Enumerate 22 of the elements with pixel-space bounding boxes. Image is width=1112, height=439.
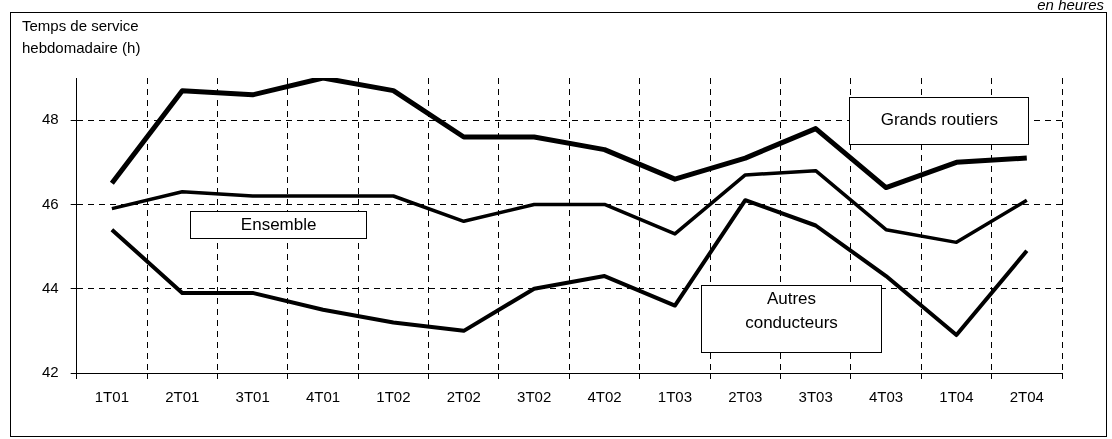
x-tick-label: 1T03: [657, 388, 693, 406]
x-tick-label: 2T02: [446, 388, 481, 406]
y-tick-label: 42: [42, 363, 59, 381]
x-tick-label: 3T02: [517, 388, 552, 406]
x-tick-label: 3T03: [798, 388, 833, 406]
callout-box: Ensemble: [190, 210, 368, 239]
x-tick-label: 2T04: [1009, 388, 1044, 406]
y-tick-label: 48: [42, 110, 59, 128]
x-tick-label: 2T03: [728, 388, 763, 406]
callout-box: Autres conducteurs: [701, 284, 882, 353]
x-tick-label: 2T01: [165, 388, 200, 406]
x-tick-label: 4T01: [305, 388, 341, 406]
x-tick-label: 4T02: [587, 388, 622, 406]
x-tick-label: 1T02: [376, 388, 411, 406]
x-tick-label: 3T01: [235, 388, 270, 406]
x-tick-label: 1T01: [94, 388, 129, 406]
y-tick-label: 46: [42, 194, 59, 212]
y-tick-label: 44: [42, 278, 59, 296]
y-axis-title: Temps de service hebdomadaire (h): [22, 16, 142, 58]
x-tick-label: 1T04: [939, 388, 974, 406]
x-tick-label: 4T03: [868, 388, 904, 406]
callout-box: Grands routiers: [849, 97, 1030, 146]
